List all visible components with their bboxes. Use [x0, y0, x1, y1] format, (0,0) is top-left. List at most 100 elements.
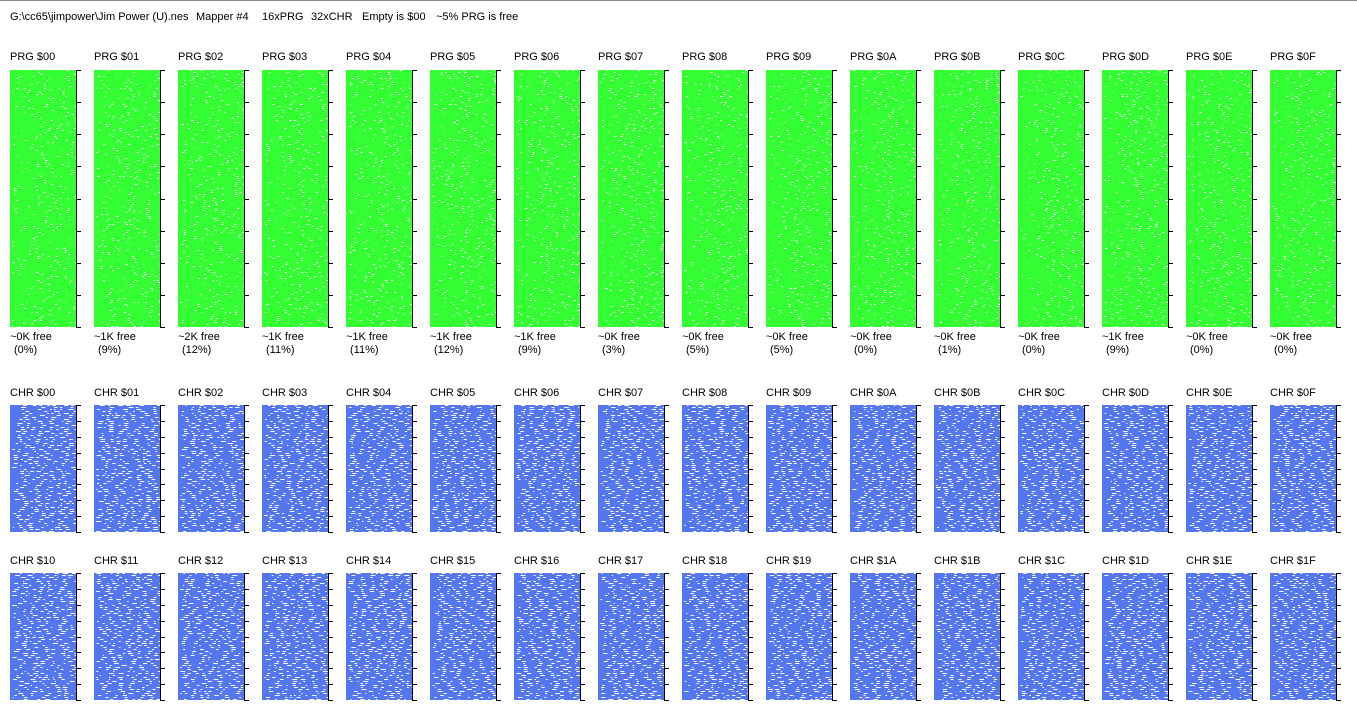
bank-gap: [854, 142, 856, 143]
bank-gap: [974, 304, 977, 305]
bank-gap: [960, 110, 963, 111]
bank-gap: [710, 214, 712, 215]
bank-gap: [790, 184, 792, 185]
bank-gap: [1232, 238, 1234, 239]
bank-gap: [898, 286, 901, 287]
bank-map: [430, 70, 501, 328]
bank-gap: [544, 312, 546, 313]
bank-gap: [886, 312, 889, 313]
bank-gap: [776, 98, 779, 99]
bank-gap: [806, 228, 809, 229]
bank-gap: [445, 302, 447, 303]
bank-gap: [796, 198, 799, 199]
bank-gap: [1057, 152, 1059, 153]
bank-gap: [600, 82, 603, 83]
bank-gap: [292, 102, 294, 103]
bank-gap: [729, 156, 732, 157]
bank-gap: [989, 212, 992, 213]
bank-gap: [1054, 134, 1056, 135]
bank-gap: [408, 120, 409, 121]
bank-gap: [1119, 114, 1121, 115]
bank-gap: [491, 208, 494, 209]
bank-gap: [986, 200, 988, 201]
bank-gap: [540, 286, 542, 287]
bank-gap: [46, 326, 48, 327]
bank-gap: [52, 98, 55, 99]
bank-gap: [942, 220, 944, 221]
bank-gap: [409, 150, 412, 151]
bank-gap: [1072, 236, 1074, 237]
bank-gap: [1140, 292, 1143, 293]
bank-gap: [32, 108, 34, 109]
bank-gap: [1058, 98, 1060, 99]
bank-gap: [985, 134, 987, 135]
bank-gap: [777, 236, 780, 237]
bank-gap: [136, 228, 139, 229]
bank-gap: [59, 300, 62, 301]
bank-gap: [153, 166, 156, 167]
bank-gap: [1147, 322, 1150, 323]
bank-gap: [292, 126, 295, 127]
bank-gap: [463, 140, 466, 141]
bank-gap: [831, 166, 832, 167]
bank-gap: [348, 318, 351, 319]
bank-gap: [15, 208, 17, 209]
bank-gap: [773, 158, 776, 159]
bank-gap: [56, 200, 58, 201]
bank-gap: [891, 198, 894, 199]
bank-gap: [130, 244, 132, 245]
bank-gap: [153, 92, 155, 93]
bank-gap: [936, 260, 939, 261]
bank-gap: [357, 148, 360, 149]
bank-gap: [34, 116, 37, 117]
bank-gap: [889, 178, 892, 179]
bank-gap: [381, 98, 383, 99]
bank-gap: [403, 306, 405, 307]
bank-gap: [871, 220, 873, 221]
bank-gap: [486, 220, 488, 221]
bank-gap: [201, 238, 203, 239]
bank-gap: [193, 122, 195, 123]
bank-gap: [878, 234, 880, 235]
bank-gap: [374, 104, 377, 105]
bank-gap: [301, 260, 303, 261]
bank-gap: [698, 322, 700, 323]
bank-gap: [185, 210, 188, 211]
bank-gap: [1161, 146, 1164, 147]
bank-gap: [1136, 184, 1139, 185]
bank-gap: [883, 170, 885, 171]
bank-gap: [23, 260, 26, 261]
bank-gap: [72, 142, 75, 143]
bank-gap: [26, 92, 29, 93]
bank-gap: [289, 120, 292, 121]
bank-gap: [713, 324, 716, 325]
bank-gap: [905, 264, 908, 265]
bank-gap: [951, 142, 953, 143]
bank-gap: [1143, 160, 1146, 161]
bank-gap: [285, 166, 287, 167]
bank-gap: [71, 156, 73, 157]
bank-gap: [214, 230, 217, 231]
bank-gap: [825, 114, 827, 115]
bank-gap: [454, 254, 456, 255]
bank-gap: [884, 160, 886, 161]
bank-gap: [449, 138, 451, 139]
bank-gap: [783, 222, 785, 223]
bank-gap: [1119, 292, 1122, 293]
bank-gap: [119, 128, 122, 129]
bank-gap: [1058, 224, 1062, 225]
bank-gap: [355, 154, 358, 155]
bank-gap: [438, 140, 441, 141]
bank-gap: [440, 74, 443, 75]
bank-gap: [1141, 116, 1143, 117]
bank-gap: [553, 206, 556, 207]
bank-gap: [399, 308, 402, 309]
bank-gap: [327, 274, 328, 275]
bank-gap: [573, 238, 575, 239]
bank-gap: [961, 162, 964, 163]
bank-gap: [1206, 136, 1210, 137]
bank-gap: [275, 120, 279, 121]
bank-gap: [564, 146, 567, 147]
bank-gap: [985, 168, 987, 169]
bank-gap: [852, 70, 855, 71]
